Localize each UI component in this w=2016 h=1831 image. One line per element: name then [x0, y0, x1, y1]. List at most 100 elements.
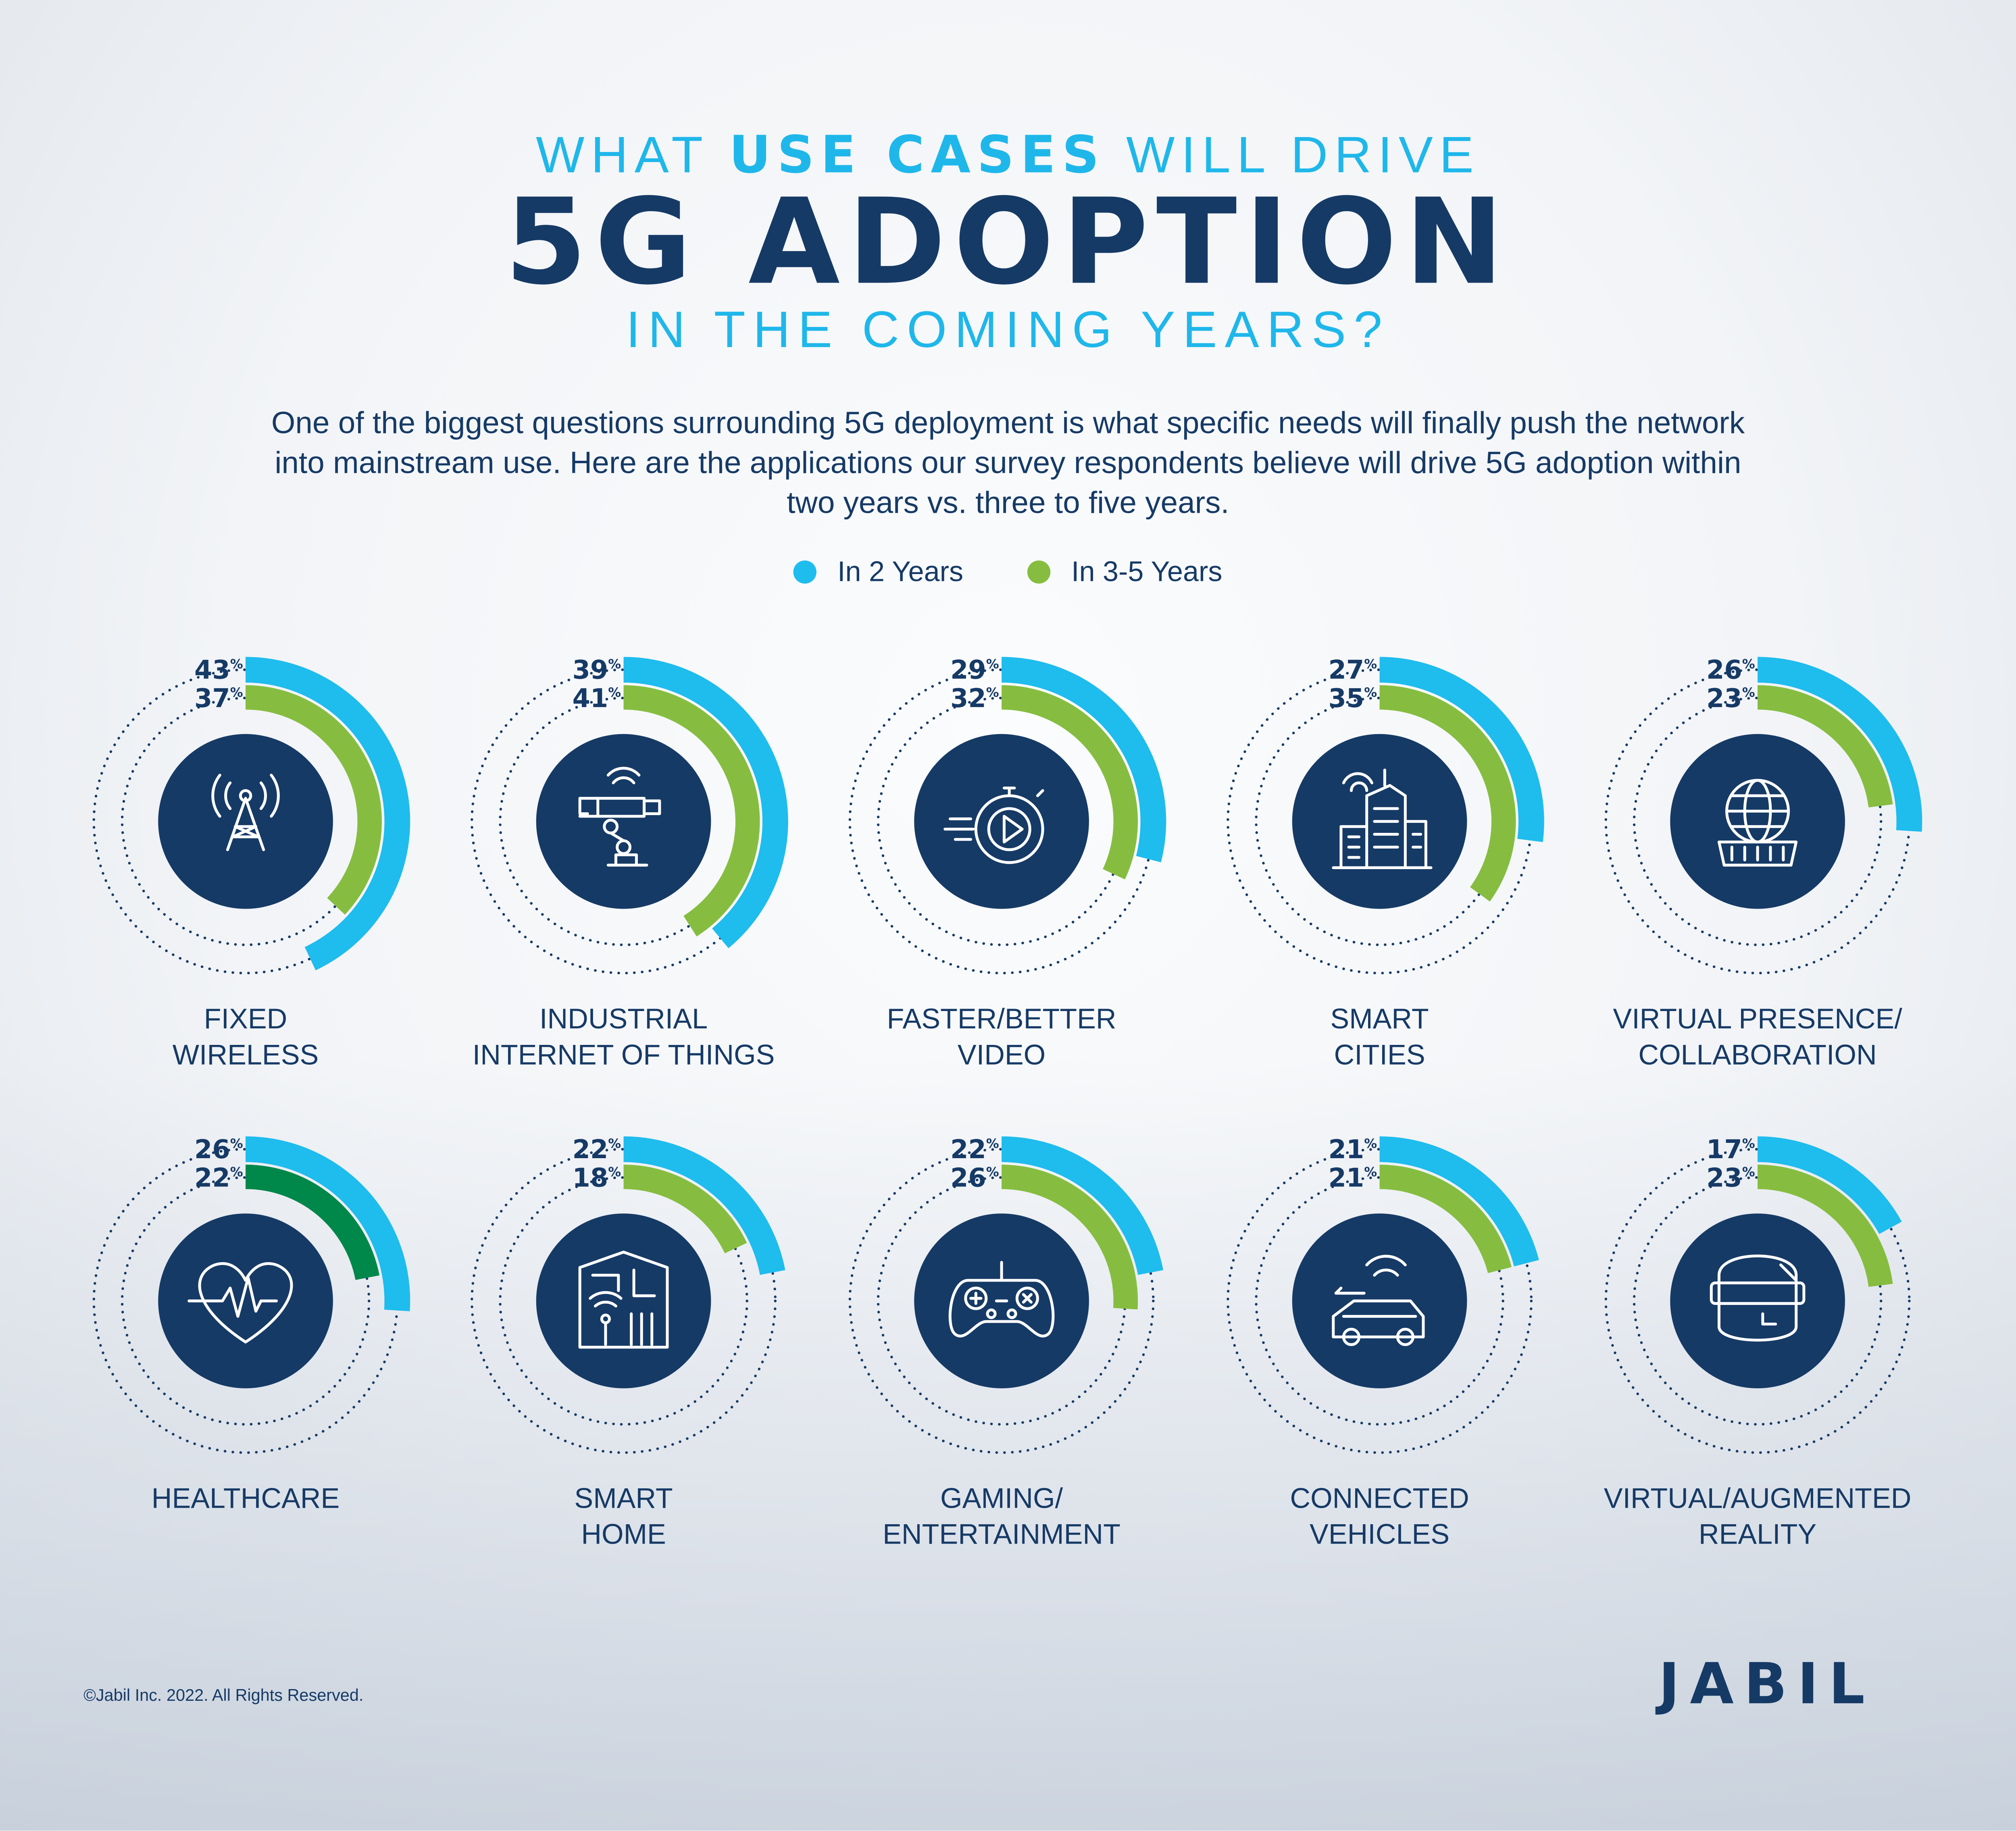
use-case-label: SMART HOME — [437, 1481, 810, 1553]
use-case-label: GAMING/ENTERTAINMENT — [815, 1481, 1188, 1553]
title-line-1: WHAT USE CASES WILL DRIVE — [0, 129, 2016, 183]
icon-circle — [914, 734, 1089, 909]
arc-3-5-years — [623, 685, 760, 937]
value-3-5-years: 22% — [194, 1163, 243, 1193]
use-case-5: 26%22% — [92, 1135, 410, 1454]
use-case-label: SMART CITIES — [1193, 1001, 1566, 1074]
arc-3-5-years — [1002, 685, 1138, 880]
title-main: 5G ADOPTION — [504, 173, 1512, 311]
label-line: SMART — [1330, 1003, 1429, 1035]
gamepad-icon — [948, 1261, 1055, 1338]
label-line: COLLABORATION — [1638, 1038, 1877, 1071]
arc-2-years — [246, 657, 410, 970]
value-3-5-years: 23% — [1706, 684, 1755, 714]
arc-2-years — [1379, 1136, 1539, 1267]
legend-label: In 3-5 Years — [1071, 555, 1223, 588]
use-case-2: 29%32% — [848, 655, 1166, 975]
connected-car-icon — [1332, 1255, 1425, 1346]
label-line: ENTERTAINMENT — [883, 1518, 1120, 1550]
use-case-6: 22%18% — [471, 1135, 785, 1454]
arc-3-5-years — [1002, 1165, 1138, 1310]
robot-arm-icon — [578, 767, 661, 867]
value-2-years: 17% — [1706, 1135, 1755, 1165]
heart-pulse-icon — [187, 1262, 293, 1344]
use-case-3: 27%35% — [1227, 655, 1544, 975]
use-case-label: CONNECTED VEHICLES — [1193, 1481, 1566, 1553]
label-line: HOME — [581, 1518, 666, 1550]
use-case-8: 21%21% — [1227, 1135, 1539, 1454]
value-2-years: 22% — [950, 1135, 999, 1165]
label-line: HEALTHCARE — [151, 1482, 340, 1515]
icon-circle — [1670, 1213, 1845, 1388]
arc-3-5-years — [1379, 1165, 1512, 1273]
arc-3-5-years — [1379, 685, 1516, 902]
label-line: VIRTUAL PRESENCE/ — [1613, 1003, 1902, 1035]
label-line: FASTER/BETTER — [887, 1003, 1116, 1035]
legend: In 2 Years In 3-5 Years — [0, 556, 2016, 589]
title-pre: WHAT — [536, 127, 729, 184]
value-3-5-years: 23% — [1706, 1163, 1755, 1193]
label-line: VEHICLES — [1310, 1518, 1450, 1550]
label-line: WIRELESS — [172, 1038, 319, 1071]
value-2-years: 43% — [194, 655, 243, 685]
city-buildings-icon — [1332, 768, 1433, 869]
legend-dot-blue — [793, 560, 817, 584]
use-case-7: 22%26% — [848, 1135, 1164, 1454]
value-2-years: 26% — [194, 1135, 243, 1165]
use-case-4: 26%23% — [1604, 655, 1922, 975]
arc-3-5-years — [246, 685, 382, 915]
smart-home-icon — [578, 1250, 669, 1349]
arc-2-years — [623, 1136, 785, 1275]
label-line: SMART — [574, 1482, 673, 1515]
jabil-logo: JABIL — [1658, 1652, 1875, 1718]
copyright: ©Jabil Inc. 2022. All Rights Reserved. — [83, 1685, 364, 1705]
value-2-years: 26% — [1706, 655, 1755, 685]
use-case-label: VIRTUAL PRESENCE/COLLABORATION — [1571, 1001, 1944, 1074]
icon-circle — [158, 1213, 333, 1388]
legend-label: In 2 Years — [837, 555, 964, 588]
use-case-label: FIXED WIRELESS — [59, 1001, 432, 1074]
arc-2-years — [1002, 1136, 1164, 1275]
value-3-5-years: 41% — [573, 684, 621, 714]
value-2-years: 39% — [573, 655, 621, 685]
use-case-label: HEALTHCARE — [59, 1481, 432, 1517]
use-case-0: 43%37% — [92, 655, 410, 975]
arc-2-years — [246, 1136, 410, 1311]
label-line: CITIES — [1334, 1038, 1425, 1071]
value-2-years: 21% — [1329, 1135, 1377, 1165]
label-line: VIRTUAL/AUGMENTED — [1604, 1482, 1912, 1515]
value-3-5-years: 21% — [1329, 1163, 1377, 1193]
title-post: WILL DRIVE — [1105, 127, 1480, 184]
icon-circle — [158, 734, 333, 909]
arc-3-5-years — [1758, 685, 1893, 807]
legend-item-2-years: In 2 Years — [793, 555, 964, 589]
label-line: REALITY — [1698, 1518, 1817, 1550]
vr-headset-icon — [1710, 1254, 1806, 1342]
title-line-3: IN THE COMING YEARS? — [626, 302, 1390, 359]
value-3-5-years: 35% — [1329, 684, 1377, 714]
use-case-label: FASTER/BETTER VIDEO — [815, 1001, 1188, 1074]
label-line: FIXED — [204, 1003, 287, 1035]
title-bold: USE CASES — [729, 126, 1106, 185]
arc-2-years — [1758, 1136, 1902, 1234]
value-2-years: 27% — [1329, 655, 1377, 685]
arc-2-years — [623, 657, 788, 949]
label-line: INDUSTRIAL — [539, 1003, 708, 1035]
use-case-1: 39%41% — [471, 655, 788, 975]
label-line: CONNECTED — [1290, 1482, 1469, 1515]
legend-dot-green — [1027, 560, 1051, 584]
icon-circle — [536, 734, 711, 909]
value-2-years: 22% — [573, 1135, 621, 1165]
globe-icon — [1717, 779, 1798, 867]
arc-3-5-years — [623, 1165, 747, 1253]
arc-2-years — [1758, 657, 1922, 832]
label-line: GAMING/ — [940, 1482, 1063, 1515]
value-3-5-years: 32% — [950, 684, 999, 714]
arc-2-years — [1002, 657, 1166, 863]
use-case-9: 17%23% — [1604, 1135, 1911, 1454]
arc-3-5-years — [1758, 1165, 1893, 1287]
use-case-label: INDUSTRIAL INTERNET OF THINGS — [437, 1001, 810, 1074]
use-case-label: VIRTUAL/AUGMENTED REALITY — [1571, 1481, 1944, 1553]
